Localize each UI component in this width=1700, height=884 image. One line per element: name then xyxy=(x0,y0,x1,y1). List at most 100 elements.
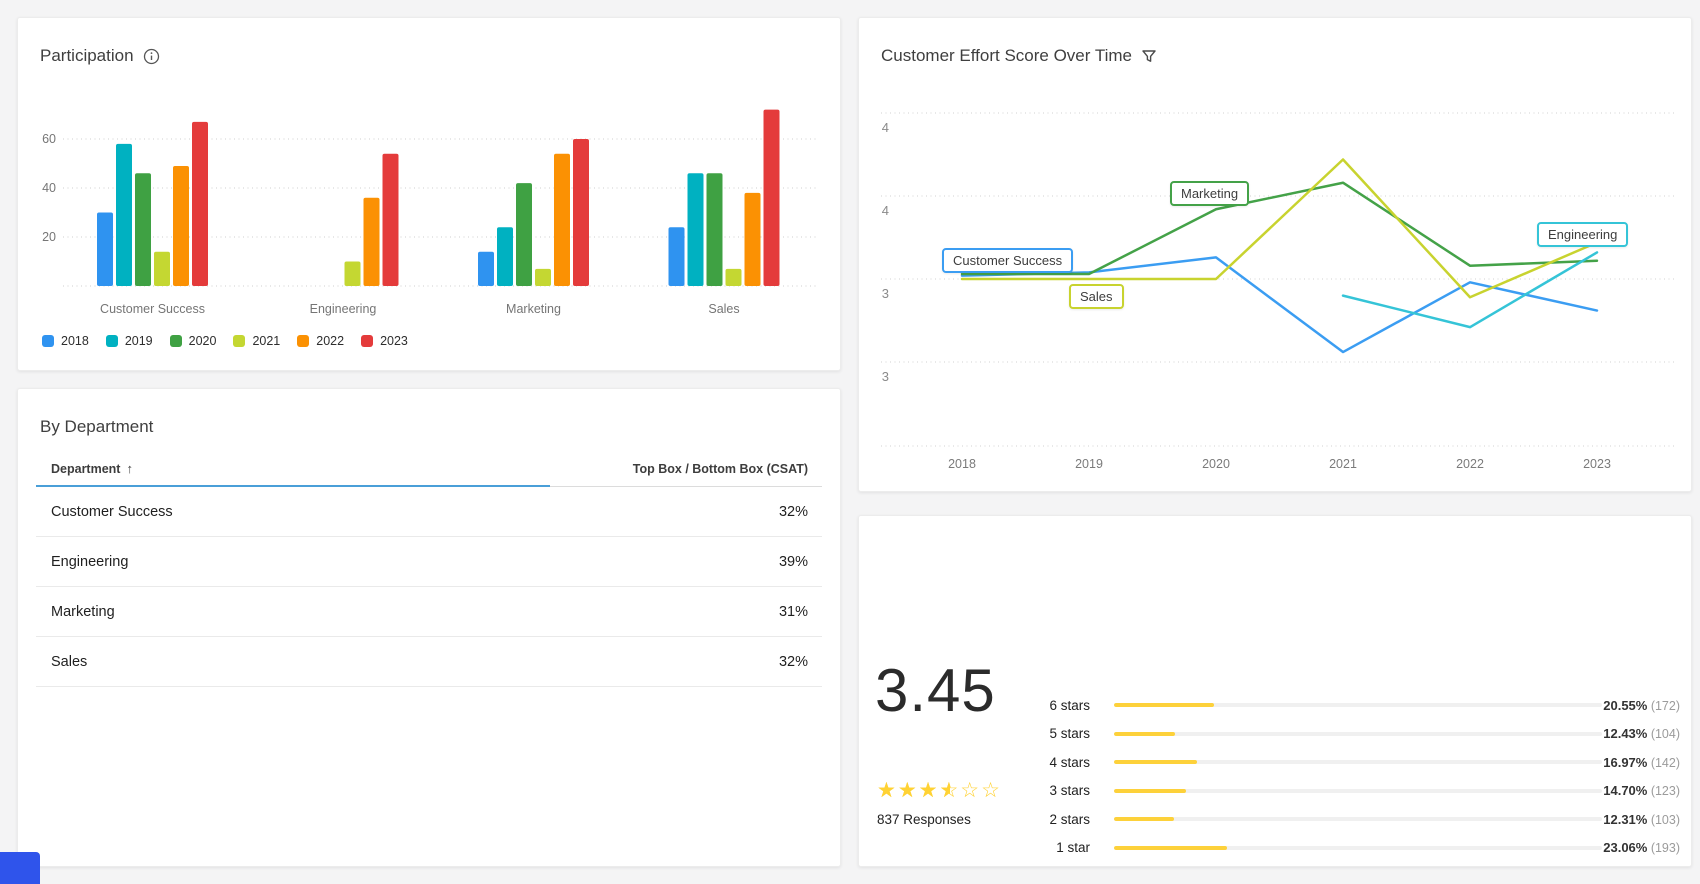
info-icon[interactable] xyxy=(143,48,160,65)
x-axis-tick: 2019 xyxy=(1075,457,1103,471)
rating-row-value: 16.97% (142) xyxy=(1602,755,1680,770)
department-name: Sales xyxy=(51,653,88,670)
rating-bar-fill xyxy=(1114,703,1215,708)
rating-row: 6 stars 20.55% (172) xyxy=(1002,691,1680,720)
csat-value: 31% xyxy=(778,603,808,620)
bar xyxy=(535,268,551,286)
csat-value: 32% xyxy=(778,653,808,670)
rating-bar-track xyxy=(1114,731,1602,736)
feedback-button[interactable] xyxy=(0,852,40,884)
y-axis-tick: 60 xyxy=(42,132,56,146)
legend-label: 2021 xyxy=(252,334,281,348)
rating-count: (172) xyxy=(1647,698,1680,713)
legend-item-2020[interactable]: 2020 xyxy=(169,334,217,348)
rating-bar-fill xyxy=(1114,817,1175,822)
y-axis-tick: 20 xyxy=(42,230,56,244)
legend-label: 2023 xyxy=(380,334,408,348)
csat-value: 32% xyxy=(778,503,808,520)
average-rating: 3.45 xyxy=(875,657,996,724)
bar-chart-legend: 2018 2019 2020 2021 2022 2023 xyxy=(42,334,408,348)
x-axis-category-label: Customer Success xyxy=(100,302,205,316)
rating-percent: 14.70% xyxy=(1603,783,1648,799)
rating-count: (142) xyxy=(1647,755,1680,770)
legend-swatch xyxy=(361,335,374,347)
column-header-department[interactable]: Department ↑ xyxy=(51,461,133,476)
rating-row-label: 1 star xyxy=(1056,840,1090,856)
ces-card: Customer Effort Score Over Time 4 4 3 3 2018… xyxy=(858,17,1692,492)
x-axis-category-label: Engineering xyxy=(310,302,377,316)
series-label-engineering: Engineering xyxy=(1537,222,1629,247)
rating-bar-track xyxy=(1114,703,1602,708)
table-row: Sales 32% xyxy=(36,637,822,687)
rating-percent: 16.97% xyxy=(1603,754,1648,770)
bar xyxy=(668,227,685,286)
legend-swatch xyxy=(42,335,54,347)
legend-item-2021[interactable]: 2021 xyxy=(233,334,280,348)
department-name: Engineering xyxy=(51,553,129,570)
rating-row-value: 23.06% (193) xyxy=(1602,840,1680,855)
legend-item-2019[interactable]: 2019 xyxy=(105,334,153,348)
rating-row: 1 star 23.06% (193) xyxy=(1002,834,1680,863)
bar xyxy=(706,173,723,286)
csat-value: 39% xyxy=(778,553,808,570)
participation-card: Participation 20 40 60 Customer Success Engi… xyxy=(17,17,841,371)
rating-row-label: 4 stars xyxy=(1049,754,1090,770)
rating-row-label: 3 stars xyxy=(1049,783,1090,799)
rating-bar-fill xyxy=(1114,731,1175,736)
ces-title: Customer Effort Score Over Time xyxy=(881,46,1132,65)
legend-swatch xyxy=(105,335,118,347)
rating-row: 2 stars 12.31% (103) xyxy=(1002,805,1680,834)
legend-item-2023[interactable]: 2023 xyxy=(361,334,408,348)
rating-bar-track xyxy=(1114,817,1602,822)
series-label-sales: Sales xyxy=(1069,284,1124,309)
legend-item-2018[interactable]: 2018 xyxy=(42,334,89,348)
rating-row-label: 6 stars xyxy=(1049,697,1090,713)
rating-bar-track xyxy=(1114,845,1602,850)
participation-bar-chart: 20 40 60 Customer Success Engineering Marketi… xyxy=(42,109,819,316)
x-axis-tick: 2021 xyxy=(1329,457,1357,471)
rating-row: 5 stars 12.43% (104) xyxy=(1002,720,1680,749)
bar xyxy=(573,139,589,286)
legend-label: 2018 xyxy=(61,334,89,348)
column-header-csat[interactable]: Top Box / Bottom Box (CSAT) xyxy=(632,461,808,476)
rating-count: (104) xyxy=(1647,727,1680,742)
rating-row-value: 12.43% (104) xyxy=(1602,726,1680,741)
bar xyxy=(687,173,704,286)
y-axis-tick: 4 xyxy=(882,203,889,218)
y-axis-tick: 3 xyxy=(882,286,889,301)
rating-count: (123) xyxy=(1647,784,1680,799)
rating-row-label: 2 stars xyxy=(1049,811,1090,827)
rating-row-value: 20.55% (172) xyxy=(1602,698,1680,713)
ces-line-chart: 4 4 3 3 2018 2019 2020 2021 2022 2023 xyxy=(881,112,1676,471)
x-axis-tick: 2022 xyxy=(1456,457,1484,471)
filter-funnel-icon[interactable] xyxy=(1141,48,1157,64)
ces-title-row: Customer Effort Score Over Time xyxy=(881,46,1157,66)
rating-bar-track xyxy=(1114,760,1602,765)
rating-bar-fill xyxy=(1114,788,1186,793)
rating-row-label: 5 stars xyxy=(1049,726,1090,742)
bar xyxy=(744,192,761,286)
line-series-Marketing xyxy=(960,181,1599,276)
bar xyxy=(97,212,113,286)
rating-count: (193) xyxy=(1647,841,1680,856)
rating-row-value: 14.70% (123) xyxy=(1602,783,1680,798)
series-label-marketing: Marketing xyxy=(1170,181,1250,206)
rating-bar-track xyxy=(1114,788,1602,793)
bar xyxy=(725,268,742,286)
x-axis-tick: 2023 xyxy=(1583,457,1611,471)
legend-item-2022[interactable]: 2022 xyxy=(297,334,344,348)
bar xyxy=(135,173,151,286)
x-axis-category-label: Marketing xyxy=(506,302,561,316)
bar xyxy=(554,153,570,286)
y-axis-tick: 3 xyxy=(882,369,889,384)
legend-label: 2020 xyxy=(188,334,217,348)
bar xyxy=(497,227,513,286)
ratings-card: 3.45 ☆☆☆☆☆☆ ★★★★★★ 837 Responses 6 stars… xyxy=(858,515,1692,867)
department-name: Customer Success xyxy=(51,503,173,520)
y-axis-tick: 4 xyxy=(882,120,889,135)
bar xyxy=(154,251,170,286)
sorted-column-underline xyxy=(36,485,550,487)
bar xyxy=(173,165,189,286)
department-title: By Department xyxy=(40,417,154,436)
bar xyxy=(478,251,494,286)
